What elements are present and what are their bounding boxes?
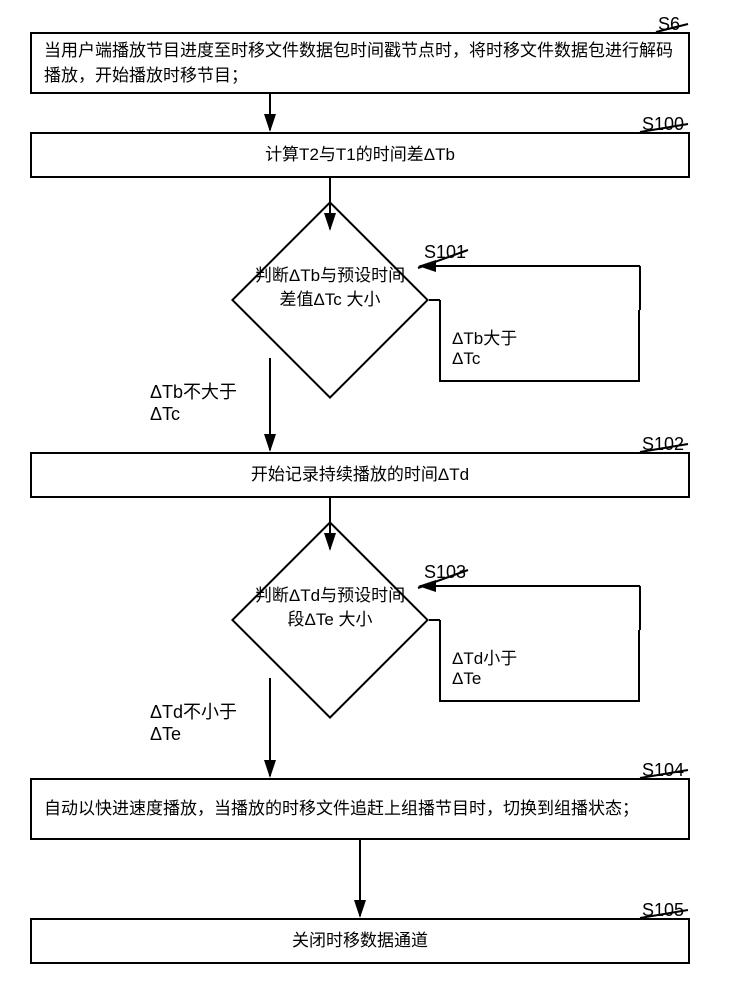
loop-s103-text2: ΔTe (452, 669, 481, 688)
loop-s101-text2: ΔTc (452, 349, 480, 368)
step-s6-text: 当用户端播放节目进度至时移文件数据包时间戳节点时，将时移文件数据包进行解码播放，… (44, 38, 676, 89)
flowchart-container: 当用户端播放节目进度至时移文件数据包时间戳节点时，将时移文件数据包进行解码播放，… (20, 20, 720, 980)
label-s105: S105 (642, 900, 684, 921)
label-s6: S6 (658, 14, 680, 35)
step-s100-text: 计算T2与T1的时间差ΔTb (265, 142, 455, 168)
label-s103: S103 (424, 562, 466, 583)
step-s104: 自动以快进速度播放，当播放的时移文件追赶上组播节目时，切换到组播状态； (30, 778, 690, 840)
step-s105: 关闭时移数据通道 (30, 918, 690, 964)
step-s102-text: 开始记录持续播放的时间ΔTd (251, 462, 469, 488)
step-s6: 当用户端播放节目进度至时移文件数据包时间戳节点时，将时移文件数据包进行解码播放，… (30, 32, 690, 94)
label-s102: S102 (642, 434, 684, 455)
label-s104: S104 (642, 760, 684, 781)
decision-s103-text: 判断ΔTd与预设时间段ΔTe 大小 (250, 584, 410, 632)
step-s105-text: 关闭时移数据通道 (292, 928, 428, 954)
edge-label-tb-notgt: ΔTb不大于 ΔTc (150, 378, 237, 425)
loop-s101-text1: ΔTb大于 (452, 329, 517, 348)
decision-s101-text: 判断ΔTb与预设时间差值ΔTc 大小 (250, 264, 410, 312)
label-s100: S100 (642, 114, 684, 135)
edge-label-td-notlt: ΔTd不小于 ΔTe (150, 698, 237, 745)
label-s101: S101 (424, 242, 466, 263)
loop-box-s103: ΔTd小于 ΔTe (440, 630, 640, 702)
step-s104-text: 自动以快进速度播放，当播放的时移文件追赶上组播节目时，切换到组播状态； (44, 796, 639, 822)
loop-box-s101: ΔTb大于 ΔTc (440, 310, 640, 382)
step-s102: 开始记录持续播放的时间ΔTd (30, 452, 690, 498)
step-s100: 计算T2与T1的时间差ΔTb (30, 132, 690, 178)
loop-s103-text1: ΔTd小于 (452, 649, 517, 668)
